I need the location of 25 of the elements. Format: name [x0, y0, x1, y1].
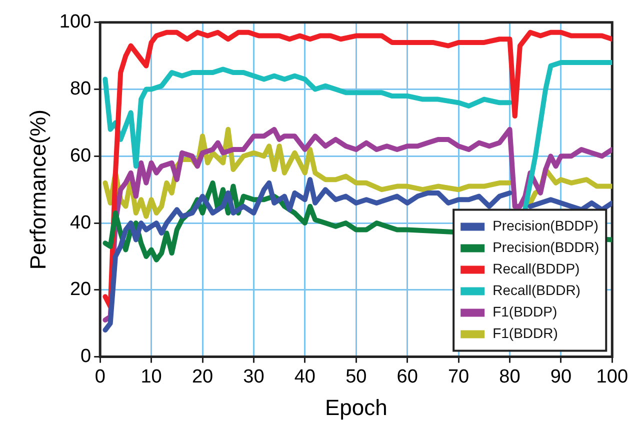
x-tick-label: 0: [94, 366, 106, 388]
y-tick-label: 100: [59, 12, 92, 33]
legend-label: Recall(BDDP): [492, 260, 580, 277]
legend-label: Recall(BDDR): [492, 282, 580, 298]
legend-label: F1(BDDR): [492, 325, 558, 342]
legend-label: F1(BDDP): [492, 304, 558, 320]
x-tick-label: 60: [396, 366, 418, 388]
x-tick-label: 80: [499, 366, 520, 388]
legend-label: Precision(BDDP): [492, 218, 598, 234]
x-tick-label: 20: [192, 366, 214, 388]
x-tick-label: 90: [550, 366, 572, 388]
x-axis-title: Epoch: [324, 394, 388, 420]
y-tick-label: 60: [70, 145, 92, 166]
x-tick-label: 50: [346, 366, 367, 388]
y-tick-label: 0: [80, 346, 92, 368]
y-tick-label: 40: [70, 212, 92, 234]
x-tick-label: 10: [140, 366, 162, 388]
y-axis-title: Performance(%): [25, 110, 50, 270]
legend-label: Precision(BDDR): [492, 239, 600, 256]
x-tick-label: 40: [294, 366, 316, 388]
x-tick-label: 100: [596, 366, 628, 388]
y-tick-label: 20: [70, 279, 92, 300]
x-tick-label: 30: [243, 366, 264, 388]
y-tick-label: 80: [70, 78, 92, 100]
x-tick-label: 70: [448, 366, 470, 388]
